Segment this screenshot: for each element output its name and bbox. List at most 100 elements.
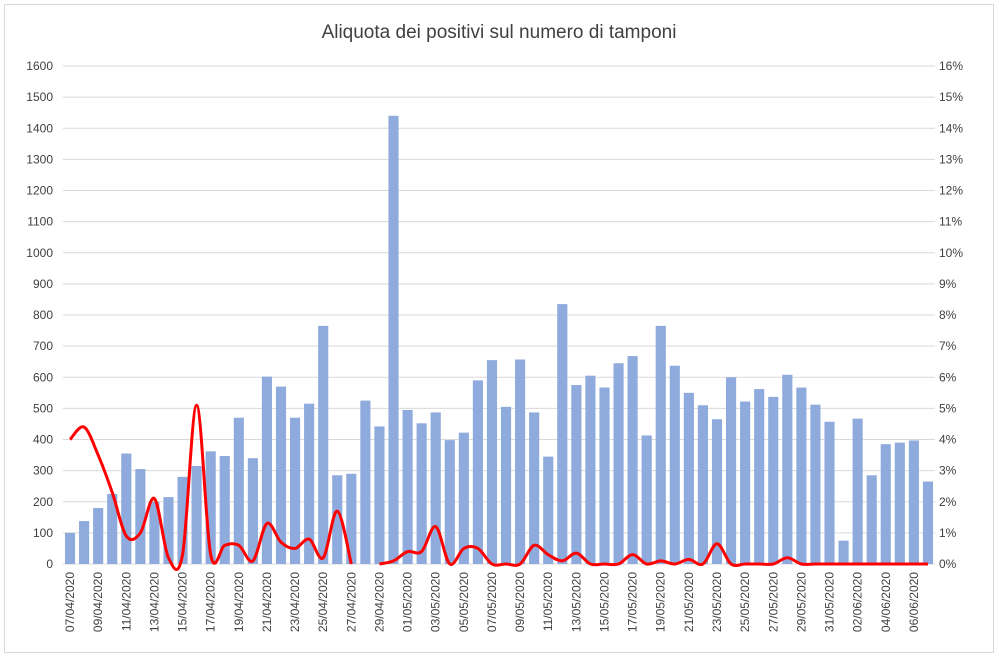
bar — [360, 400, 371, 564]
bar — [261, 376, 272, 564]
bar — [613, 363, 624, 564]
x-tick-label: 15/05/2020 — [597, 572, 611, 632]
bar — [205, 451, 216, 564]
bar — [908, 440, 919, 564]
bar — [571, 385, 582, 564]
bar — [599, 387, 610, 564]
y-tick-label: 1600 — [26, 59, 53, 73]
bar — [64, 532, 76, 564]
bar — [458, 432, 469, 564]
bar — [655, 325, 666, 564]
x-tick-label: 29/05/2020 — [794, 572, 808, 632]
y-tick-label: 0 — [46, 557, 53, 571]
x-tick-label: 27/05/2020 — [766, 572, 780, 632]
bar — [416, 423, 427, 564]
y2-tick-label: 10% — [939, 246, 963, 260]
bar — [880, 444, 891, 564]
line — [68, 403, 928, 571]
y-tick-label: 100 — [33, 526, 53, 540]
y2-tick-label: 14% — [939, 121, 963, 135]
bar — [768, 396, 779, 564]
y2-tick-label: 9% — [939, 277, 957, 291]
bar — [922, 481, 934, 564]
bar — [894, 442, 905, 564]
bar — [796, 387, 807, 564]
bar — [233, 417, 244, 564]
x-tick-label: 21/05/2020 — [682, 572, 696, 632]
y-tick-label: 300 — [33, 464, 53, 478]
bar — [191, 465, 202, 564]
bar — [346, 473, 357, 564]
x-tick-label: 11/05/2020 — [541, 572, 555, 631]
bar — [641, 435, 652, 564]
y2-tick-label: 5% — [939, 401, 957, 415]
x-tick-label: 13/04/2020 — [147, 572, 161, 632]
bar — [472, 380, 483, 564]
y2-tick-label: 3% — [939, 464, 957, 478]
y2-tick-label: 8% — [939, 308, 957, 322]
x-tick-label: 25/04/2020 — [316, 572, 330, 632]
bar — [726, 377, 737, 564]
bar — [304, 403, 315, 564]
y-tick-label: 1100 — [27, 215, 53, 229]
bar — [402, 409, 413, 564]
x-tick-label: 17/04/2020 — [204, 572, 218, 632]
bar — [177, 476, 188, 564]
x-tick-label: 01/05/2020 — [401, 572, 415, 632]
x-tick-label: 09/05/2020 — [513, 572, 527, 632]
x-tick-label: 27/04/2020 — [344, 572, 358, 632]
bar — [500, 406, 512, 564]
y2-tick-label: 11% — [939, 215, 962, 229]
bar — [515, 359, 526, 564]
bar — [374, 426, 385, 564]
bar — [852, 418, 863, 564]
bar — [740, 401, 751, 564]
bar — [838, 540, 849, 564]
x-tick-label: 23/05/2020 — [710, 572, 724, 632]
y-tick-label: 1500 — [26, 90, 53, 104]
bar — [754, 389, 765, 564]
bar — [107, 493, 118, 564]
y2-tick-label: 4% — [939, 433, 957, 447]
bar — [627, 356, 638, 564]
y2-tick-label: 12% — [939, 184, 963, 198]
x-tick-label: 29/04/2020 — [372, 572, 386, 632]
bar — [557, 304, 568, 564]
x-tick-label: 03/05/2020 — [429, 572, 443, 632]
x-tick-label: 04/06/2020 — [879, 572, 893, 632]
bar — [149, 501, 160, 564]
bar — [290, 417, 301, 564]
bar — [697, 405, 708, 564]
x-tick-label: 15/04/2020 — [176, 572, 190, 632]
y2-tick-label: 16% — [939, 59, 963, 73]
bar — [669, 365, 680, 564]
y2-tick-label: 13% — [939, 152, 963, 166]
x-tick-label: 19/05/2020 — [654, 572, 668, 632]
x-tick-label: 07/05/2020 — [485, 572, 499, 632]
x-tick-label: 02/06/2020 — [851, 572, 865, 632]
bar — [824, 421, 835, 564]
y2-tick-label: 7% — [939, 339, 957, 353]
bar — [121, 453, 132, 564]
y-tick-label: 800 — [33, 308, 53, 322]
bar — [318, 325, 329, 564]
bar — [219, 455, 230, 564]
y-tick-label: 1200 — [26, 184, 53, 198]
bar — [388, 115, 399, 565]
x-tick-label: 19/04/2020 — [232, 572, 246, 632]
y-tick-label: 200 — [33, 495, 53, 509]
bar — [486, 360, 498, 564]
x-tick-label: 11/04/2020 — [119, 572, 133, 631]
y2-tick-label: 1% — [939, 526, 957, 540]
y-tick-label: 1300 — [26, 152, 53, 166]
bar — [275, 386, 287, 564]
x-tick-label: 17/05/2020 — [626, 572, 640, 632]
bar — [93, 507, 104, 564]
chart-title: Aliquota dei positivi sul numero di tamp… — [322, 22, 677, 43]
bar — [585, 375, 596, 564]
y-tick-label: 500 — [33, 401, 53, 415]
x-tick-label: 13/05/2020 — [569, 572, 583, 632]
bar — [866, 475, 877, 564]
bar — [444, 440, 455, 564]
y-tick-label: 1000 — [26, 246, 53, 260]
